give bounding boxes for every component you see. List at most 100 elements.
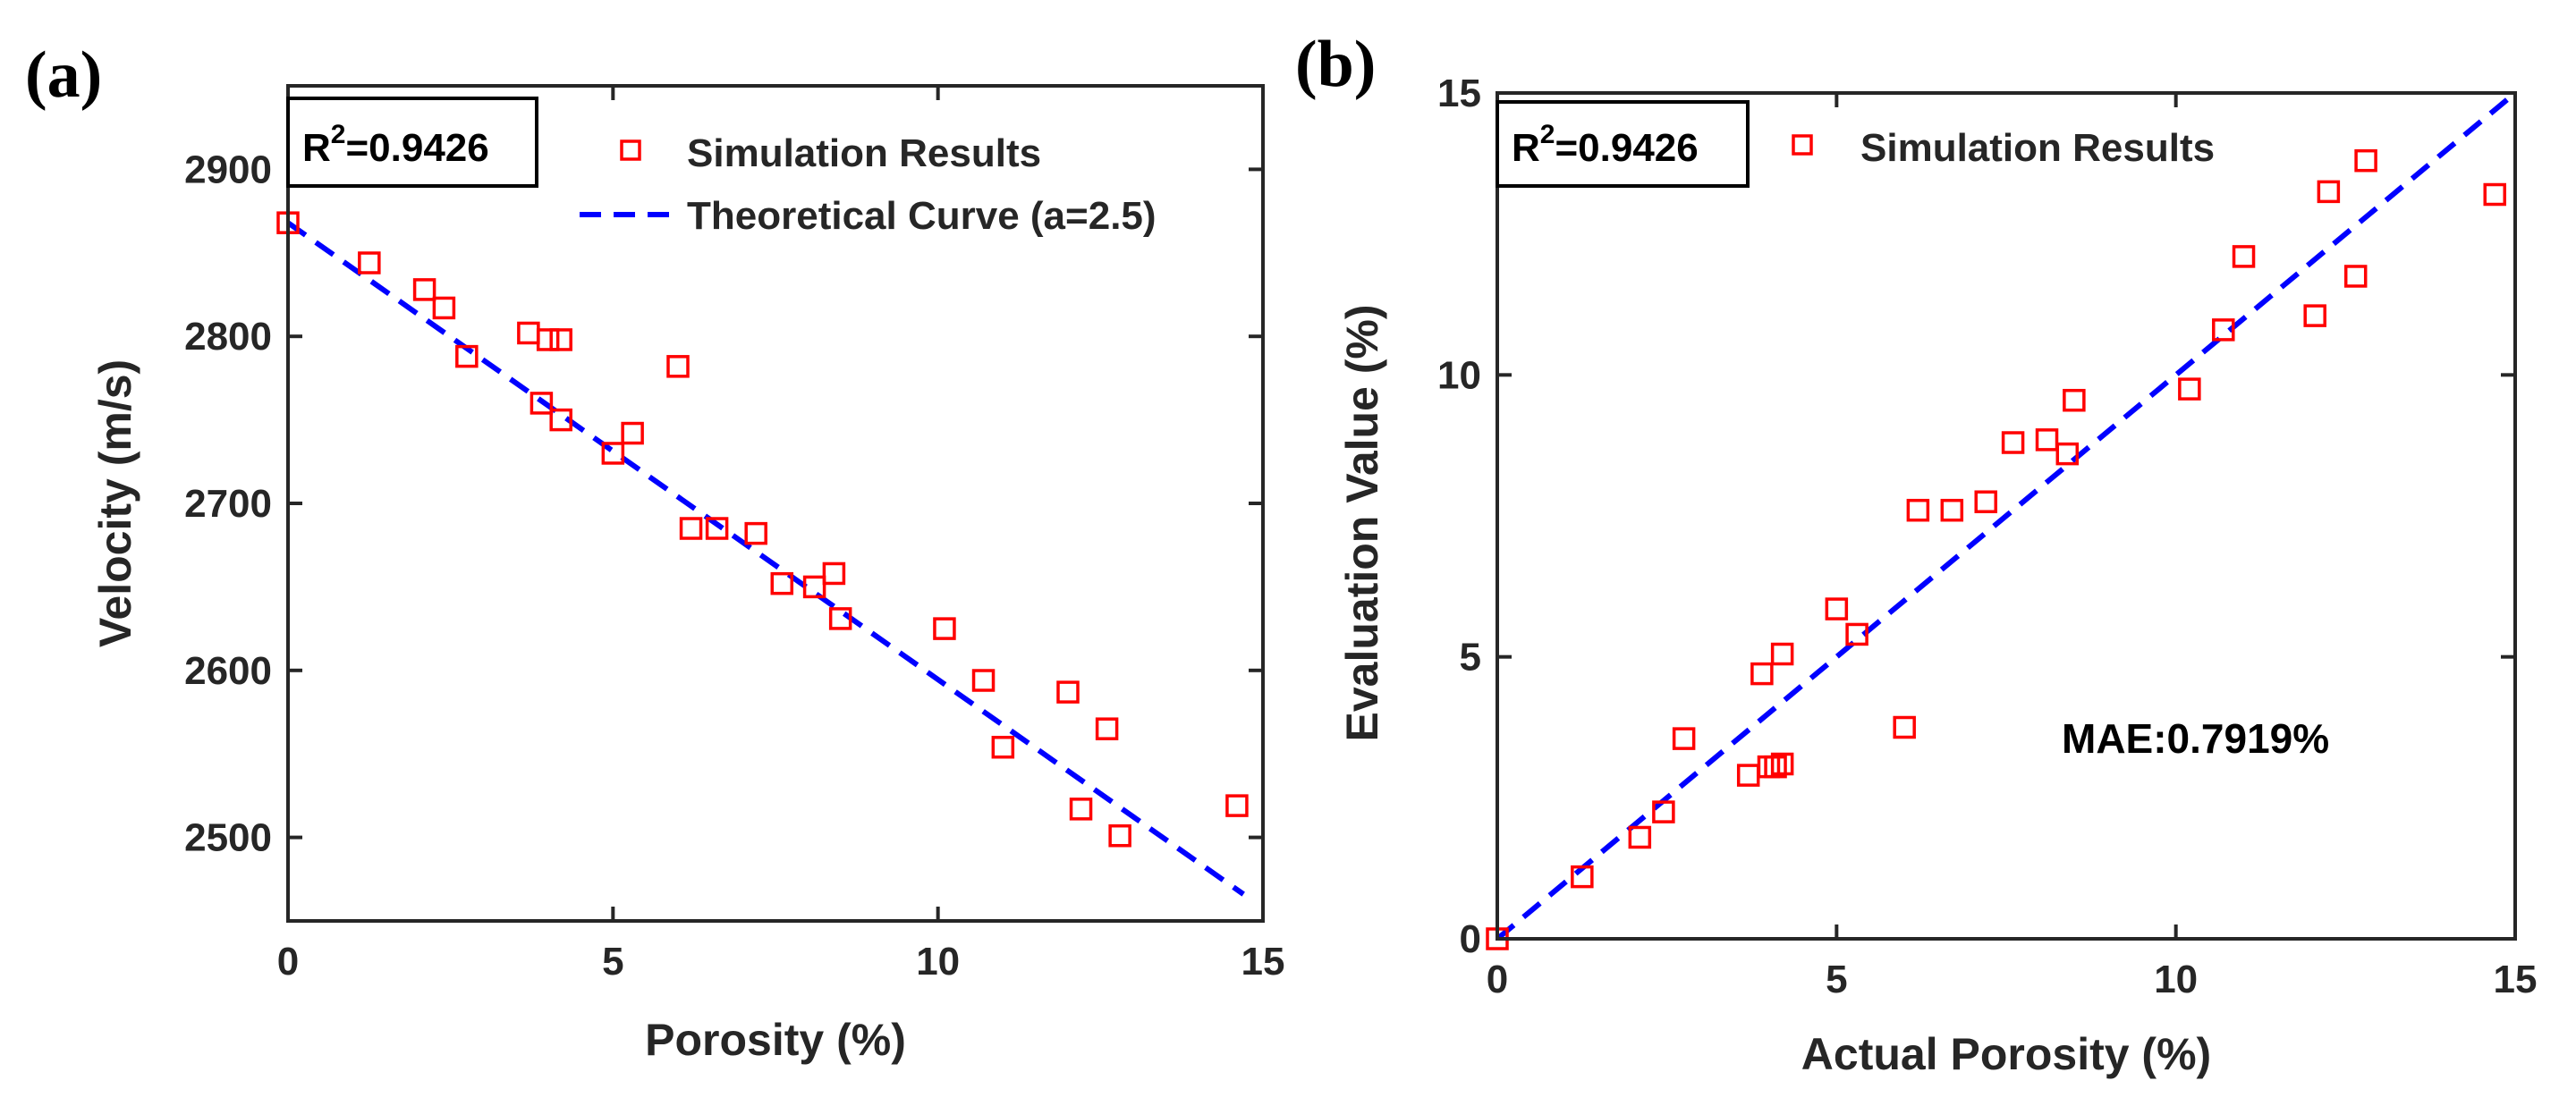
y-tick-label: 15 — [1437, 72, 1481, 115]
chart-b-x-tick-labels: 0 5 10 15 — [1487, 958, 2538, 1001]
data-point — [2483, 182, 2506, 207]
data-point — [971, 669, 996, 692]
data-point — [1770, 752, 1794, 776]
y-tick-label: 2900 — [184, 148, 272, 191]
data-point — [679, 517, 703, 540]
data-point — [2063, 388, 2086, 412]
data-point — [802, 575, 826, 599]
x-tick-label: 5 — [1826, 958, 1847, 1001]
data-point — [1825, 597, 1849, 621]
chart-a-r2-annotation: R2=0.9426 — [302, 120, 489, 170]
series-line — [286, 220, 1245, 897]
x-tick-label: 10 — [2154, 958, 2198, 1001]
data-point — [412, 278, 436, 301]
chart-b-legend-label-simulation: Simulation Results — [1860, 126, 2215, 170]
y-tick-label: 2700 — [184, 482, 272, 526]
data-point — [432, 296, 456, 320]
data-point — [1906, 498, 1930, 522]
data-point — [744, 521, 767, 545]
chart-b-r2-box — [1496, 100, 1750, 188]
chart-a-r2-box — [286, 97, 538, 188]
data-point — [358, 251, 381, 274]
chart-b: (b) 0 5 10 15 0 5 10 15 Actual Porosity (%) Ev… — [1295, 28, 2537, 1079]
chart-a-legend-label-theoretical: Theoretical Curve (a=2.5) — [687, 194, 1157, 238]
chart-a-legend: Simulation Results Theoretical Curve (a=… — [580, 131, 1157, 238]
data-point — [1845, 622, 1868, 646]
data-point — [1940, 498, 1964, 522]
data-point — [517, 321, 540, 345]
data-point — [828, 607, 852, 630]
chart-b-y-tick-labels: 0 5 10 15 — [1437, 72, 1481, 961]
x-tick-label: 10 — [916, 940, 960, 984]
data-point — [933, 617, 956, 640]
data-point — [1571, 865, 1594, 889]
chart-b-legend: Simulation Results — [1792, 126, 2215, 170]
panel-label-b: (b) — [1295, 28, 1376, 101]
chart-a-legend-marker-simulation — [620, 139, 641, 161]
data-point — [1770, 642, 1794, 666]
chart-b-x-axis-label: Actual Porosity (%) — [1801, 1029, 2211, 1079]
data-point — [530, 392, 554, 415]
panel-label-a: (a) — [25, 38, 102, 112]
data-point — [2001, 431, 2025, 454]
data-point — [1628, 825, 1652, 849]
data-point — [705, 517, 729, 540]
y-tick-label: 2600 — [184, 649, 272, 693]
data-point — [2354, 148, 2377, 173]
data-point — [1056, 680, 1080, 704]
data-point — [549, 408, 572, 432]
data-point — [621, 421, 644, 445]
data-point — [2232, 245, 2256, 268]
data-point — [770, 571, 794, 595]
chart-a-points — [276, 211, 1249, 848]
chart-a-plot-frame — [286, 84, 1265, 923]
chart-a-x-tick-labels: 0 5 10 15 — [277, 940, 1285, 984]
x-tick-label: 15 — [2494, 958, 2538, 1001]
data-point — [2212, 318, 2235, 342]
y-tick-label: 0 — [1460, 917, 1481, 961]
chart-b-lines — [1496, 90, 2517, 941]
data-point — [2317, 180, 2341, 204]
data-point — [601, 442, 625, 465]
data-point — [1069, 798, 1093, 821]
data-point — [1225, 794, 1249, 817]
chart-b-points — [1486, 148, 2506, 950]
data-point — [1095, 717, 1119, 740]
x-tick-label: 15 — [1241, 940, 1285, 984]
chart-a-lines — [286, 220, 1245, 897]
series-line — [1496, 90, 2517, 941]
x-tick-label: 5 — [602, 940, 623, 984]
chart-a-legend-label-simulation: Simulation Results — [687, 131, 1041, 175]
data-point — [1736, 764, 1760, 787]
data-point — [455, 344, 479, 368]
data-point — [822, 561, 846, 586]
data-point — [1893, 715, 1916, 739]
chart-a-y-axis-label: Velocity (m/s) — [90, 359, 140, 647]
chart-a-x-axis-label: Porosity (%) — [645, 1015, 906, 1065]
chart-b-plot-frame — [1496, 91, 2517, 941]
chart-b-r2-annotation: R2=0.9426 — [1512, 120, 1699, 170]
data-point — [991, 735, 1015, 759]
y-tick-label: 10 — [1437, 353, 1481, 397]
data-point — [536, 328, 560, 351]
data-point — [549, 328, 572, 351]
y-tick-label: 2800 — [184, 315, 272, 359]
x-tick-label: 0 — [1487, 958, 1508, 1001]
data-point — [1764, 755, 1787, 779]
data-point — [1108, 823, 1131, 848]
data-point — [1672, 727, 1696, 750]
chart-a: (a) 0 5 10 15 2500 2600 2700 2800 2900 Porosity… — [25, 38, 1284, 1065]
chart-b-mae-annotation: MAE:0.7919% — [2062, 715, 2329, 762]
data-point — [1652, 800, 1675, 823]
data-point — [1974, 490, 1997, 513]
data-point — [2035, 428, 2059, 452]
data-point — [2303, 304, 2326, 327]
chart-a-y-tick-labels: 2500 2600 2700 2800 2900 — [184, 148, 272, 859]
data-point — [1750, 662, 1774, 686]
y-tick-label: 5 — [1460, 636, 1481, 680]
x-tick-label: 0 — [277, 940, 299, 984]
data-point — [2178, 377, 2201, 401]
data-point — [2343, 265, 2368, 288]
chart-b-y-axis-label: Evaluation Value (%) — [1337, 304, 1387, 741]
